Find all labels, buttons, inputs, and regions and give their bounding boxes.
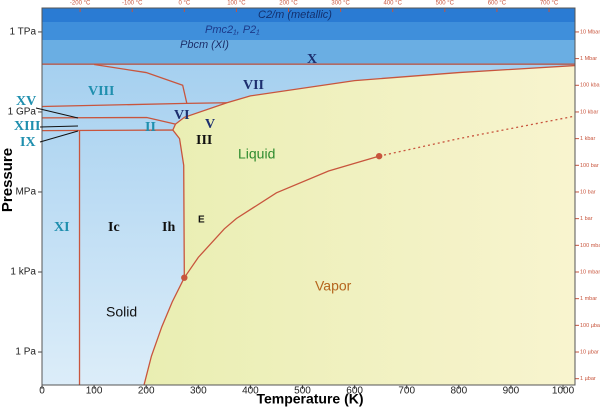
- x2-tick-label: 300 °C: [331, 1, 350, 7]
- region-label: V: [205, 117, 215, 132]
- x-axis-label: Temperature (K): [256, 391, 363, 407]
- y2-tick-label: 10 mbar: [580, 269, 600, 275]
- region-label: XIII: [14, 119, 40, 134]
- y2-tick-label: 10 kbar: [580, 109, 599, 115]
- x-tick-label: 100: [86, 386, 103, 397]
- phase-boundary: [41, 129, 173, 132]
- region-label: Solid: [106, 304, 137, 320]
- metallic-band: [42, 8, 575, 22]
- region-label: E: [198, 215, 205, 226]
- y-tick-label: 1 Pa: [15, 347, 36, 358]
- region-label: Pmc2₁, P2₁: [205, 24, 260, 36]
- x2-tick-label: 500 °C: [436, 1, 455, 7]
- region-label: Ic: [108, 220, 120, 235]
- y-axis-label: Pressure: [0, 148, 16, 212]
- region-label: VI: [174, 108, 190, 123]
- region-label: Liquid: [238, 146, 275, 162]
- phase-point: [375, 152, 383, 160]
- x2-tick-label: 100 °C: [227, 1, 246, 7]
- y2-tick-label: 1 µbar: [580, 376, 596, 382]
- fluid-region: [144, 65, 575, 385]
- x-tick-label: 700: [398, 386, 415, 397]
- x2-tick-label: -100 °C: [122, 1, 143, 7]
- x-tick-label: 800: [450, 386, 467, 397]
- y-tick-label: 1 kPa: [10, 267, 36, 278]
- y-tick-label: 1 TPa: [10, 27, 37, 38]
- region-label: X: [307, 52, 317, 67]
- phase-point: [181, 274, 188, 281]
- y-tick-label: 1 GPa: [8, 107, 37, 118]
- x2-tick-label: 700 °C: [540, 1, 559, 7]
- phase-boundary: [172, 64, 576, 131]
- y2-tick-label: 100 µbar: [580, 323, 600, 329]
- plot-frame: [41, 7, 576, 386]
- region-label: VIII: [88, 84, 114, 99]
- high-pressure-band: [42, 22, 575, 40]
- region-label: XI: [54, 220, 70, 235]
- phase-boundary: [94, 63, 188, 104]
- y-tick-label: MPa: [15, 187, 36, 198]
- x2-tick-label: -200 °C: [70, 1, 91, 7]
- x-tick-label: 0: [39, 386, 45, 397]
- x-tick-label: 1000: [552, 386, 575, 397]
- y2-tick-label: 10 µbar: [580, 349, 599, 355]
- phase-boundary: [183, 155, 380, 279]
- phase-boundary: [41, 102, 227, 108]
- y2-tick-label: 10 Mbar: [580, 29, 600, 35]
- region-label: Pbcm (XI): [180, 39, 229, 51]
- y2-tick-label: 100 mbar: [580, 243, 600, 249]
- y2-tick-label: 1 bar: [580, 216, 593, 222]
- region-label: XV: [16, 94, 36, 109]
- y2-tick-label: 10 bar: [580, 189, 596, 195]
- region-label: II: [145, 120, 156, 135]
- y2-tick-label: 1 mbar: [580, 296, 597, 302]
- x-tick-label: 500: [294, 386, 311, 397]
- x2-tick-label: 200 °C: [279, 1, 298, 7]
- pointer: [39, 125, 79, 128]
- x-tick-label: 600: [346, 386, 363, 397]
- region-label: IX: [20, 135, 36, 150]
- x-tick-label: 900: [503, 386, 520, 397]
- y2-tick-label: 100 bar: [580, 163, 599, 169]
- phase-boundary: [379, 115, 576, 157]
- region-label: Vapor: [315, 278, 352, 294]
- phase-boundary: [143, 277, 185, 385]
- y2-tick-label: 100 kbar: [580, 83, 600, 89]
- x-tick-label: 200: [138, 386, 155, 397]
- region-label: VII: [243, 78, 264, 93]
- x-tick-label: 400: [242, 386, 259, 397]
- pointer: [39, 130, 79, 143]
- x2-tick-label: 400 °C: [384, 1, 403, 7]
- x2-tick-label: 600 °C: [488, 1, 507, 7]
- x-tick-label: 300: [190, 386, 207, 397]
- pointer: [35, 107, 79, 119]
- region-label: Ih: [162, 220, 175, 235]
- x2-tick-label: 0 °C: [178, 1, 190, 7]
- ice-x-band: [42, 40, 575, 65]
- y2-tick-label: 1 kbar: [580, 136, 595, 142]
- region-label: C2/m (metallic): [258, 9, 332, 21]
- region-label: III: [196, 133, 212, 148]
- phase-boundary: [172, 129, 185, 278]
- y2-tick-label: 1 Mbar: [580, 56, 597, 62]
